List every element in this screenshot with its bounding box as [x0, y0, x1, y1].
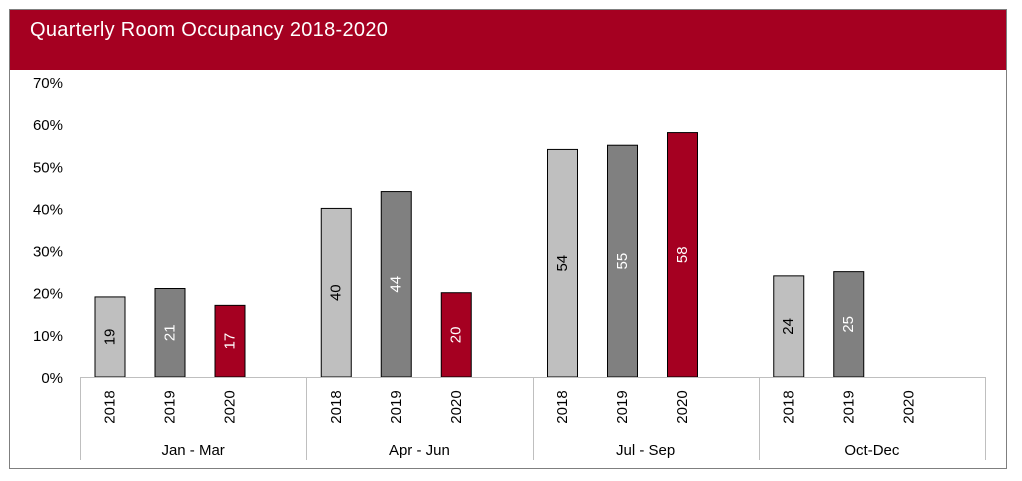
x-tick-label-year: 2019: [162, 390, 179, 423]
bar-value-label: 40: [328, 284, 345, 301]
bar-2020: [667, 132, 698, 378]
x-group-label: Apr - Jun: [389, 442, 450, 459]
y-tick-label: 0%: [41, 370, 63, 387]
x-group-label: Jul - Sep: [616, 442, 675, 459]
y-tick-label: 50%: [33, 159, 63, 176]
bar-2020: [440, 292, 472, 378]
bar-value-label: 55: [614, 253, 631, 270]
bar-value-label: 17: [222, 333, 239, 350]
x-axis: 2018 2019 2020 Jan - Mar 2018 2019 2020 Apr - J…: [80, 377, 986, 460]
x-tick-label-year: 2020: [448, 390, 465, 423]
y-tick-label: 60%: [33, 117, 63, 134]
x-tick-label-year: 2020: [900, 390, 917, 423]
x-tick-label-year: 2018: [102, 390, 119, 423]
y-tick-label: 20%: [33, 286, 63, 303]
bar-2018: [547, 148, 578, 378]
bar-2019: [833, 271, 865, 378]
title-banner: Quarterly Room Occupancy 2018-2020: [10, 10, 1006, 70]
bar-value-label: 54: [554, 255, 571, 272]
bar-value-label: 44: [388, 276, 405, 293]
bar-value-label: 19: [102, 329, 119, 346]
x-tick-label-year: 2020: [674, 390, 691, 423]
x-tick-label-year: 2018: [780, 390, 797, 423]
x-group-label: Jan - Mar: [161, 442, 224, 459]
x-tick-label-year: 2018: [554, 390, 571, 423]
y-tick-label: 70%: [33, 75, 63, 92]
bar-value-label: 25: [840, 316, 857, 333]
x-tick-label-year: 2018: [328, 390, 345, 423]
bar-2018: [94, 296, 126, 378]
x-tick-label-year: 2019: [388, 390, 405, 423]
bar-value-label: 21: [162, 324, 179, 341]
y-tick-label: 30%: [33, 244, 63, 261]
bar-2019: [607, 144, 638, 378]
x-tick-label-year: 2019: [614, 390, 631, 423]
bar-value-label: 24: [780, 318, 797, 335]
x-tick-label-year: 2019: [840, 390, 857, 423]
chart-title: Quarterly Room Occupancy 2018-2020: [30, 19, 389, 41]
chart-frame: Quarterly Room Occupancy 2018-2020: [9, 9, 1007, 469]
bar-value-label: 20: [448, 327, 465, 344]
bar-value-label: 58: [674, 246, 691, 263]
y-tick-label: 10%: [33, 328, 63, 345]
x-tick-label-year: 2020: [222, 390, 239, 423]
x-group-label: Oct-Dec: [844, 442, 900, 459]
y-axis: 0% 10% 20% 30% 40% 50% 60% 70%: [33, 75, 63, 387]
bars: 19 21 17 40 44 20 54 55 58 24 25: [94, 132, 865, 378]
y-tick-label: 40%: [33, 201, 63, 218]
